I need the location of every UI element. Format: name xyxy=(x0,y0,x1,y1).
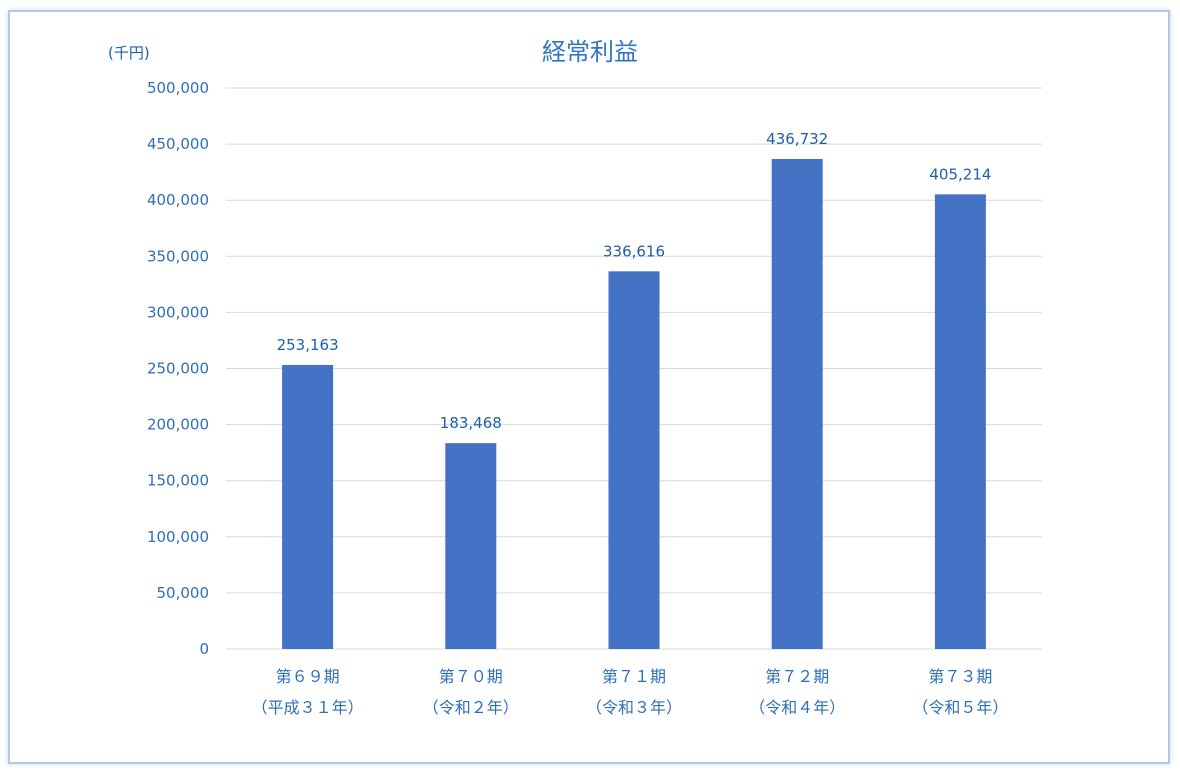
bars xyxy=(282,158,986,649)
x-category-label: （令和２年） xyxy=(423,698,519,717)
data-label: 253,163 xyxy=(277,336,339,354)
chart-title: 経常利益 xyxy=(542,38,638,66)
bar xyxy=(934,194,986,649)
y-tick-label: 400,000 xyxy=(147,191,209,209)
y-tick-label: 450,000 xyxy=(147,135,209,153)
bar xyxy=(608,271,660,649)
x-category-label: 第７１期 xyxy=(602,667,666,686)
y-tick-label: 200,000 xyxy=(147,416,209,434)
grid-lines xyxy=(226,87,1042,650)
data-labels: 253,163 183,468 336,616 436,732 405,214 xyxy=(277,130,992,432)
y-tick-label: 300,000 xyxy=(147,303,209,321)
y-tick-label: 250,000 xyxy=(147,360,209,378)
x-category-label: （令和５年） xyxy=(912,698,1008,717)
y-axis-ticks: 0 50,000 100,000 150,000 200,000 250,000 300,0… xyxy=(147,79,209,658)
bar xyxy=(282,364,334,649)
y-tick-label: 100,000 xyxy=(147,528,209,546)
x-category-label: 第７０期 xyxy=(439,667,503,686)
x-category-label: （令和３年） xyxy=(586,698,682,717)
y-tick-label: 0 xyxy=(199,640,209,658)
data-label: 336,616 xyxy=(603,242,665,260)
bar xyxy=(445,443,497,649)
x-category-label: 第６９期 xyxy=(276,667,340,686)
data-label: 436,732 xyxy=(766,130,828,148)
x-category-label: 第７２期 xyxy=(765,667,829,686)
y-unit-label: (千円) xyxy=(108,44,150,62)
y-tick-label: 350,000 xyxy=(147,247,209,265)
y-tick-label: 150,000 xyxy=(147,472,209,490)
x-category-label: （令和４年） xyxy=(749,698,845,717)
y-tick-label: 500,000 xyxy=(147,79,209,97)
x-axis-categories: 第６９期 （平成３１年） 第７０期 （令和２年） 第７１期 （令和３年） 第７２期 （令和４年… xyxy=(252,667,1009,717)
y-tick-label: 50,000 xyxy=(157,584,210,602)
x-category-label: （平成３１年） xyxy=(252,698,364,717)
x-category-label: 第７３期 xyxy=(928,667,992,686)
bar xyxy=(771,158,823,649)
data-label: 183,468 xyxy=(440,414,502,432)
data-label: 405,214 xyxy=(929,165,991,183)
